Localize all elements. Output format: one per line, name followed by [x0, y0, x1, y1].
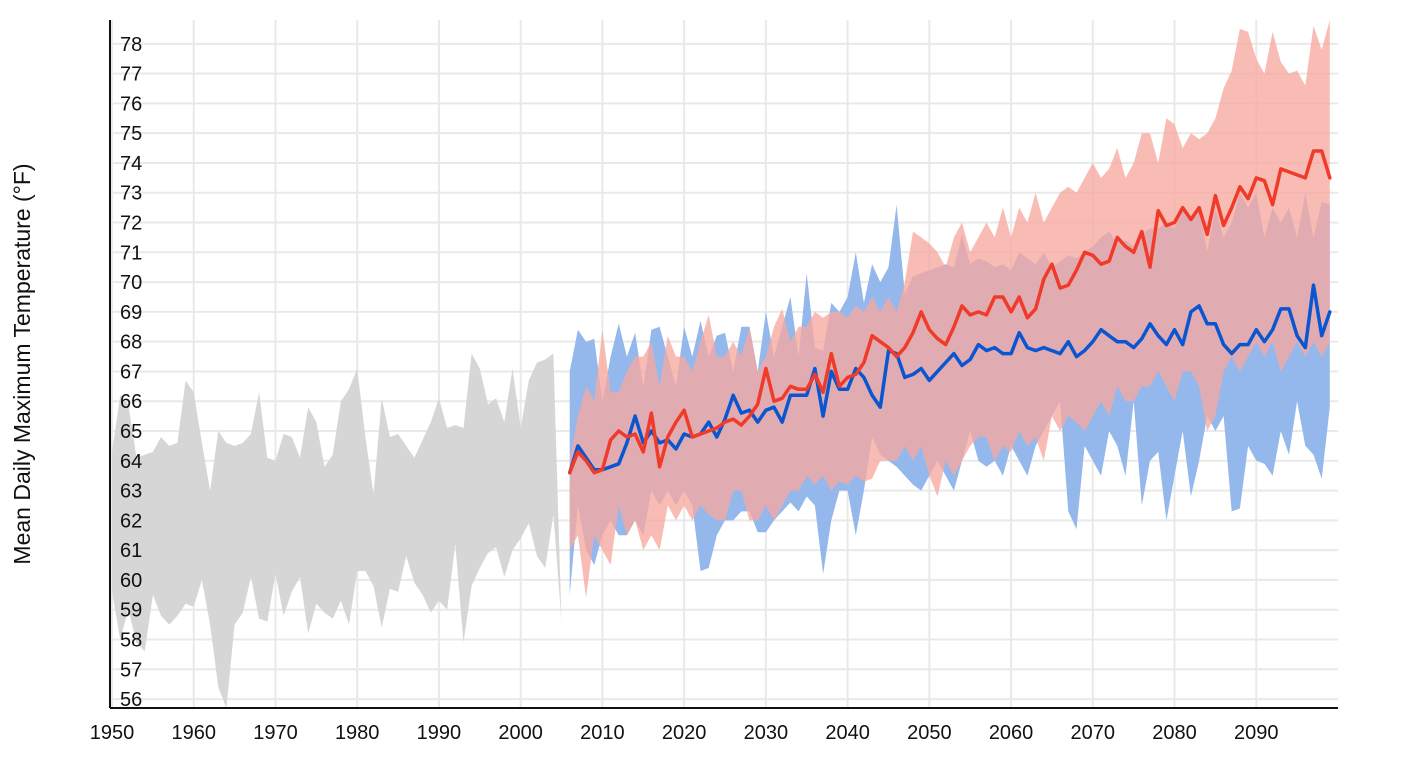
y-tick-label: 74 — [120, 153, 142, 175]
y-tick-label: 63 — [120, 481, 142, 503]
y-tick-label: 68 — [120, 332, 142, 354]
y-tick-label: 66 — [120, 391, 142, 413]
y-tick-label: 57 — [120, 659, 142, 681]
y-tick-label: 62 — [120, 510, 142, 532]
y-tick-label: 77 — [120, 64, 142, 86]
y-tick-label: 75 — [120, 123, 142, 145]
x-tick-label: 2010 — [580, 722, 625, 744]
x-tick-label: 2090 — [1234, 722, 1279, 744]
y-tick-label: 73 — [120, 183, 142, 205]
y-tick-label: 58 — [120, 629, 142, 651]
y-tick-label: 56 — [120, 689, 142, 711]
y-tick-label: 72 — [120, 213, 142, 235]
x-tick-label: 1980 — [335, 722, 380, 744]
x-tick-label: 2020 — [662, 722, 707, 744]
y-tick-label: 71 — [120, 242, 142, 264]
y-tick-label: 64 — [120, 451, 142, 473]
y-tick-labels: 56 57 58 59 60 61 62 63 64 65 66 67 68 69 70 71 72 73 74 75… — [120, 34, 142, 711]
median-lines — [567, 149, 1332, 475]
x-tick-label: 1950 — [90, 722, 135, 744]
x-tick-label: 2060 — [989, 722, 1034, 744]
x-tick-label: 2070 — [1071, 722, 1116, 744]
y-axis-title: Mean Daily Maximum Temperature (°F) — [9, 163, 35, 564]
x-tick-label: 2000 — [498, 722, 543, 744]
y-tick-label: 61 — [120, 540, 142, 562]
y-tick-label: 60 — [120, 570, 142, 592]
x-tick-label: 2040 — [825, 722, 870, 744]
x-tick-label: 2080 — [1152, 722, 1197, 744]
x-tick-label: 2030 — [744, 722, 789, 744]
x-tick-label: 2050 — [907, 722, 952, 744]
y-tick-label: 67 — [120, 361, 142, 383]
x-tick-label: 1970 — [253, 722, 298, 744]
observed-range-band — [112, 353, 562, 708]
y-tick-label: 69 — [120, 302, 142, 324]
y-tick-label: 59 — [120, 600, 142, 622]
y-tick-label: 76 — [120, 93, 142, 115]
y-tick-label: 78 — [120, 34, 142, 56]
range-bands — [112, 20, 1330, 708]
higher-emissions-range-band — [569, 20, 1330, 598]
x-tick-labels: 1950 1960 1970 1980 1990 2000 2010 2020 2030 2040… — [90, 722, 1279, 744]
axes — [109, 20, 1338, 709]
x-tick-label: 1960 — [171, 722, 216, 744]
x-tick-label: 1990 — [417, 722, 462, 744]
y-tick-label: 65 — [120, 421, 142, 443]
higher-emissions-median-line — [567, 149, 1332, 475]
y-tick-label: 70 — [120, 272, 142, 294]
